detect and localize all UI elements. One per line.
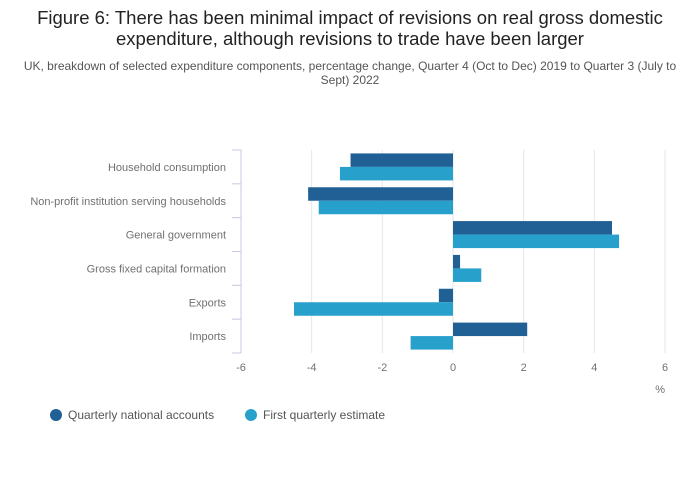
bar-series-1 [453,254,461,269]
legend-label-series-2: First quarterly estimate [263,408,386,422]
bar-series-2 [410,336,453,350]
bars [294,153,620,350]
chart-title: Figure 6: There has been minimal impact … [37,7,663,49]
y-tick-label: Exports [189,297,227,309]
legend-label-series-1: Quarterly national accounts [68,408,215,422]
x-tick-label: -2 [377,362,387,374]
grid-lines [240,150,666,353]
x-axis-label: % [655,384,665,396]
x-tick-label: 0 [450,362,456,374]
y-tick-label: Gross fixed capital formation [87,263,226,275]
bar-series-1 [438,288,453,303]
x-tick-label: 6 [662,362,668,374]
legend-swatch-series-1 [50,409,62,421]
y-axis [232,149,242,354]
chart-subtitle: UK, breakdown of selected expenditure co… [23,59,677,87]
y-tick-label: General government [126,230,226,242]
legend-item-series-2[interactable]: First quarterly estimate [245,408,385,422]
bar-series-2 [453,234,620,249]
y-tick-label: Imports [189,331,226,343]
bar-series-1 [308,187,453,201]
y-tick-label: Non-profit institution serving household… [30,196,226,208]
bar-series-2 [339,166,453,181]
x-tick-label: -6 [236,362,246,374]
bar-series-2 [453,268,482,282]
bar-series-1 [350,153,453,167]
x-tick-label: -4 [307,362,317,374]
legend-item-series-1[interactable]: Quarterly national accounts [50,408,214,422]
bar-series-1 [453,322,528,337]
x-tick-label: 2 [521,362,527,374]
y-tick-label: Household consumption [108,162,226,174]
bar-series-1 [453,221,612,235]
bar-series-2 [318,200,453,215]
bar-series-2 [294,302,453,316]
legend-swatch-series-2 [245,409,257,421]
x-tick-label: 4 [591,362,597,374]
bar-chart: -6 -4 -2 0 2 4 6% Household consumption Non-prof… [30,149,668,396]
axis-labels: -6 -4 -2 0 2 4 6% Household consumption Non-prof… [30,162,668,396]
